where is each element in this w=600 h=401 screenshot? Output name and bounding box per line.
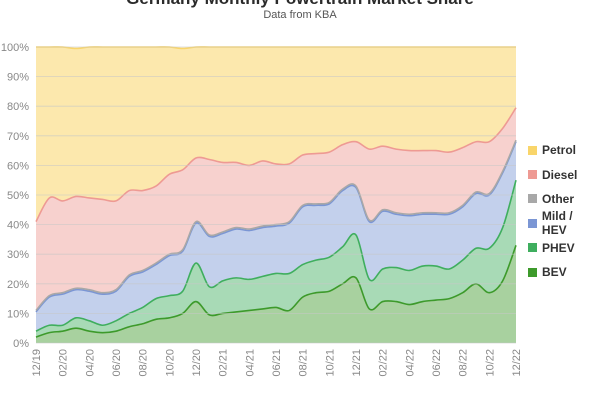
legend-label: PHEV <box>542 240 575 255</box>
area-petrol <box>36 46 516 222</box>
x-tick-label: 12/22 <box>511 349 523 377</box>
x-tick-label: 06/22 <box>431 349 443 377</box>
legend-item-phev: PHEV <box>528 236 600 260</box>
legend-item-mild-hev: Mild / HEV <box>528 209 600 238</box>
x-tick-label: 02/20 <box>58 349 70 377</box>
y-tick-label: 60% <box>7 160 29 172</box>
legend-label: Mild / HEV <box>541 209 573 238</box>
line-bev <box>35 245 517 338</box>
x-tick-label: 08/21 <box>298 349 310 377</box>
legend-item-bev: BEV <box>528 260 600 284</box>
legend-label: Petrol <box>542 143 577 158</box>
chart-title: Germany Monthly Powertrain Market Share <box>0 0 600 9</box>
area-bev <box>36 245 516 343</box>
y-tick-label: 50% <box>7 190 29 202</box>
x-tick-label: 10/22 <box>484 349 496 377</box>
x-tick-label: 04/21 <box>244 349 256 377</box>
y-tick-label: 20% <box>7 279 29 291</box>
x-tick-label: 02/21 <box>218 349 230 377</box>
gridlines <box>36 46 516 344</box>
legend-swatch <box>528 194 537 204</box>
x-tick-label: 10/21 <box>324 349 336 377</box>
chart-subtitle: Data from KBA <box>263 9 337 21</box>
y-tick-label: 30% <box>7 249 29 261</box>
chart-legend: Petrol Diesel Other Mild / HEV PHEV BEV <box>528 138 600 284</box>
legend-item-petrol: Petrol <box>528 138 600 162</box>
y-tick-label: 0% <box>13 338 29 350</box>
line-mild-hev <box>35 141 517 313</box>
legend-swatch <box>528 170 537 180</box>
legend-swatch <box>528 243 537 253</box>
legend-label: Other <box>542 191 575 206</box>
y-tick-label: 70% <box>7 131 29 143</box>
legend-swatch <box>528 267 537 277</box>
area-phev <box>36 180 516 338</box>
legend-item-other: Other <box>528 187 600 211</box>
x-tick-label: 06/20 <box>111 349 123 377</box>
y-tick-label: 80% <box>7 101 29 113</box>
legend-swatch <box>528 145 537 155</box>
x-tick-label: 02/22 <box>378 349 390 377</box>
x-tick-label: 12/20 <box>191 349 203 377</box>
x-tick-label: 06/21 <box>271 349 283 377</box>
x-tick-label: 08/22 <box>458 349 470 377</box>
y-tick-label: 100% <box>1 42 29 54</box>
x-tick-label: 12/21 <box>351 349 363 377</box>
x-tick-label: 12/19 <box>31 349 43 377</box>
legend-label: Diesel <box>542 167 578 182</box>
y-tick-label: 10% <box>7 308 29 320</box>
x-tick-label: 08/20 <box>138 349 150 377</box>
area-diesel <box>36 107 516 311</box>
x-tick-label: 04/22 <box>404 349 416 377</box>
x-tick-label: 04/20 <box>84 349 96 377</box>
y-tick-label: 90% <box>7 72 29 84</box>
y-axis-ticks: 0% 10% 20% 30% 40% 50% 60% 70% 80% 90% 100% <box>1 42 29 350</box>
x-axis-ticks: 12/19 02/20 04/20 06/20 08/20 10/20 12/20 02/21… <box>31 349 523 377</box>
x-tick-label: 10/20 <box>164 349 176 377</box>
y-tick-label: 40% <box>7 220 29 232</box>
legend-label: BEV <box>542 265 567 280</box>
line-phev <box>35 179 517 332</box>
legend-item-diesel: Diesel <box>528 162 600 186</box>
legend-swatch <box>528 218 537 228</box>
line-diesel <box>35 107 517 223</box>
